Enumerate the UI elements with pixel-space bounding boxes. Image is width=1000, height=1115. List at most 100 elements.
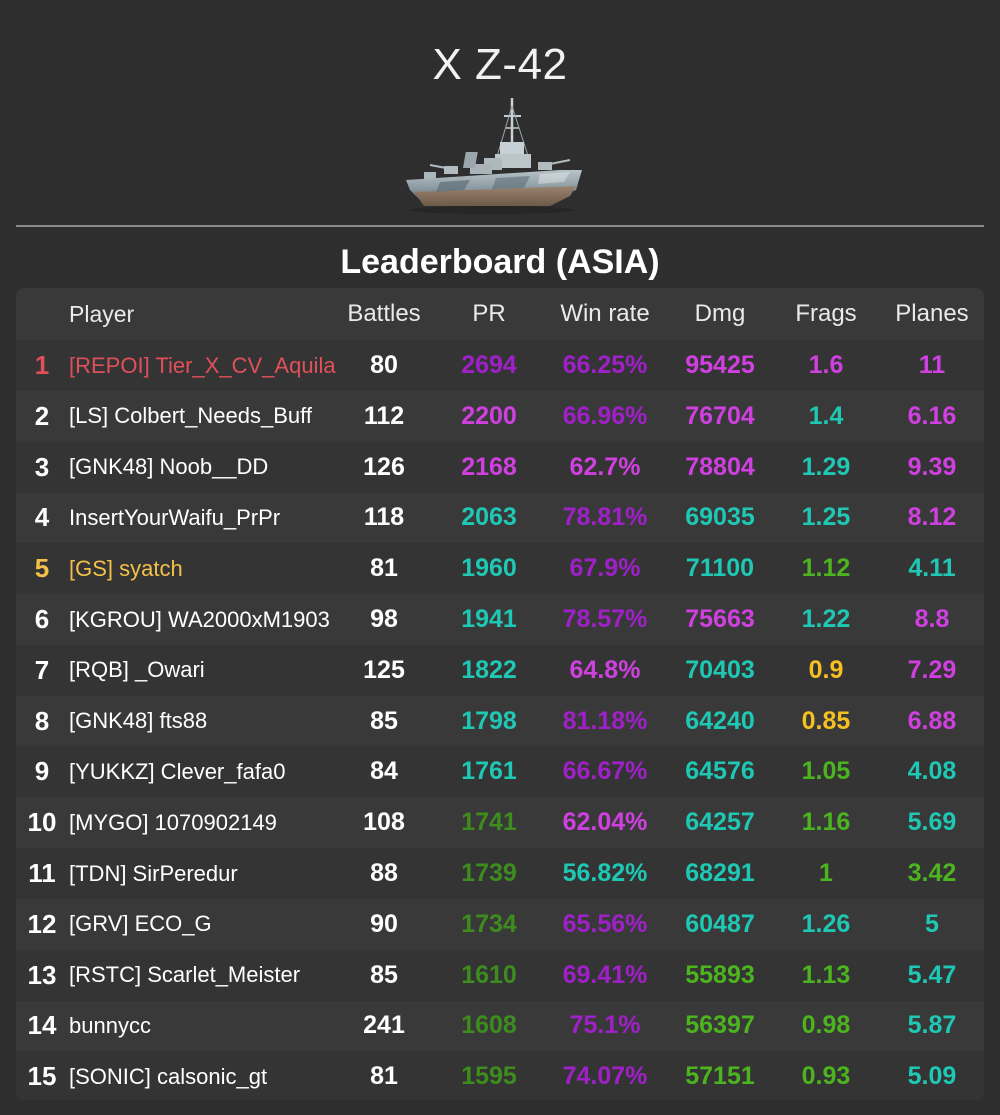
column-header-dmg: Dmg xyxy=(694,300,746,327)
planes-value: 4.08 xyxy=(907,757,957,786)
dmg-value: 64240 xyxy=(685,706,755,735)
winrate-value: 56.82% xyxy=(562,859,648,887)
table-row: 11 [TDN] SirPeredur 88 1739 56.82% 68291 1 3.42 xyxy=(16,848,984,899)
pr-value: 1741 xyxy=(461,808,517,837)
player-name[interactable]: InsertYourWaifu_PrPr xyxy=(69,504,281,530)
pr-value: 1610 xyxy=(461,960,517,989)
frags-value: 1.29 xyxy=(801,452,851,481)
leaderboard-table: Player Battles PR Win rate Dmg Frags Pla… xyxy=(16,288,984,1100)
table-row: 6 [KGROU] WA2000xM1903 98 1941 78.57% 75663 1.… xyxy=(16,594,984,645)
rank-cell: 14 xyxy=(27,1010,57,1041)
table-row: 14 bunnycc 241 1608 75.1% 56397 0.98 5.87 xyxy=(16,1000,984,1051)
dmg-value: 55893 xyxy=(685,960,755,989)
winrate-value: 66.25% xyxy=(562,351,648,379)
table-row: 10 [MYGO] 1070902149 108 1741 62.04% 64257 1.1… xyxy=(16,797,984,848)
dmg-value: 64257 xyxy=(685,808,755,837)
planes-value: 5.09 xyxy=(907,1062,957,1091)
dmg-value: 69035 xyxy=(685,503,755,532)
player-name[interactable]: [RQB] _Owari xyxy=(69,657,205,683)
dmg-value: 57151 xyxy=(685,1062,755,1091)
table-row: 1 [REPOI] Tier_X_CV_Aquila 80 2694 66.25% 954… xyxy=(16,340,984,391)
pr-value: 2694 xyxy=(461,351,517,379)
planes-value: 5.47 xyxy=(907,960,957,989)
frags-value: 0.93 xyxy=(801,1062,851,1091)
rank-cell: 13 xyxy=(27,959,57,990)
winrate-value: 69.41% xyxy=(562,960,648,989)
player-name[interactable]: [REPOI] Tier_X_CV_Aquila xyxy=(69,352,336,378)
pr-value: 1608 xyxy=(461,1011,517,1040)
winrate-value: 81.18% xyxy=(562,706,648,735)
column-header-winrate: Win rate xyxy=(560,300,650,327)
planes-value: 5.69 xyxy=(907,808,957,837)
pr-value: 1822 xyxy=(461,655,517,684)
frags-value: 1.6 xyxy=(808,351,844,379)
pr-value: 1595 xyxy=(461,1062,517,1091)
pr-value: 1960 xyxy=(461,554,517,583)
frags-value: 0.85 xyxy=(801,706,851,735)
player-name[interactable]: [GRV] ECO_G xyxy=(69,911,212,937)
frags-value: 1.25 xyxy=(801,503,851,532)
planes-value: 5 xyxy=(925,909,939,938)
winrate-value: 62.7% xyxy=(569,452,641,481)
table-row: 13 [RSTC] Scarlet_Meister 85 1610 69.41% 5589… xyxy=(16,949,984,1001)
player-name[interactable]: [TDN] SirPeredur xyxy=(69,860,238,886)
battles-value: 112 xyxy=(363,401,405,430)
rank-cell: 9 xyxy=(34,756,50,787)
battles-value: 81 xyxy=(370,1062,398,1091)
table-row: 15 [SONIC] calsonic_gt 81 1595 74.07% 57151 0.… xyxy=(16,1051,984,1100)
column-header-pr: PR xyxy=(472,300,506,327)
pr-value: 2063 xyxy=(461,503,517,532)
table-row: 7 [RQB] _Owari 125 1822 64.8% 70403 0.9 7.29 xyxy=(16,644,984,696)
rank-cell: 1 xyxy=(34,350,50,380)
planes-value: 11 xyxy=(918,351,946,379)
player-name[interactable]: [GNK48] Noob__DD xyxy=(69,454,269,480)
frags-value: 1.4 xyxy=(808,401,844,430)
winrate-value: 66.96% xyxy=(562,401,648,430)
frags-value: 0.9 xyxy=(808,655,844,684)
winrate-value: 78.81% xyxy=(562,503,648,532)
winrate-value: 66.67% xyxy=(562,757,648,786)
planes-value: 5.87 xyxy=(907,1011,957,1040)
dmg-value: 68291 xyxy=(685,859,755,887)
destroyer-ship-icon xyxy=(406,98,582,214)
rank-cell: 11 xyxy=(28,858,56,888)
frags-value: 1.05 xyxy=(801,757,851,786)
dmg-value: 60487 xyxy=(685,909,755,938)
table-row: 5 [GS] syatch 81 1960 67.9% 71100 1.12 4.11 xyxy=(16,543,984,595)
winrate-value: 78.57% xyxy=(562,605,648,633)
player-name[interactable]: [GNK48] fts88 xyxy=(69,708,208,734)
player-name[interactable]: [KGROU] WA2000xM1903 xyxy=(69,606,330,632)
player-name[interactable]: [YUKKZ] Clever_fafa0 xyxy=(69,758,286,784)
winrate-value: 75.1% xyxy=(569,1011,641,1040)
rank-cell: 8 xyxy=(34,705,50,736)
table-row: 12 [GRV] ECO_G 90 1734 65.56% 60487 1.26 5 xyxy=(16,899,984,950)
pr-value: 1941 xyxy=(461,605,517,633)
rank-cell: 5 xyxy=(34,553,50,584)
player-name[interactable]: [LS] Colbert_Needs_Buff xyxy=(69,403,312,429)
player-name[interactable]: [MYGO] 1070902149 xyxy=(69,809,277,835)
pr-value: 1739 xyxy=(461,859,517,887)
table-row: 9 [YUKKZ] Clever_fafa0 84 1761 66.67% 64576 1.… xyxy=(16,746,984,798)
winrate-value: 65.56% xyxy=(562,909,648,938)
rank-cell: 10 xyxy=(27,807,57,838)
player-name[interactable]: bunnycc xyxy=(69,1012,151,1038)
player-name[interactable]: [RSTC] Scarlet_Meister xyxy=(69,962,301,988)
table-row: 4 InsertYourWaifu_PrPr 118 2063 78.81% 69035 1… xyxy=(16,492,984,543)
player-name[interactable]: [GS] syatch xyxy=(69,555,183,581)
rank-cell: 12 xyxy=(27,908,57,939)
column-header-battles: Battles xyxy=(347,300,421,327)
pr-value: 2200 xyxy=(461,401,517,430)
battles-value: 81 xyxy=(370,554,398,583)
dmg-value: 76704 xyxy=(685,401,755,430)
battles-value: 80 xyxy=(370,351,398,379)
player-name[interactable]: [SONIC] calsonic_gt xyxy=(69,1063,268,1089)
column-header-rank xyxy=(16,288,68,340)
frags-value: 1.22 xyxy=(801,605,851,633)
table-row: 3 [GNK48] Noob__DD 126 2168 62.7% 78804 1.29 9.… xyxy=(16,441,984,493)
rank-cell: 15 xyxy=(27,1061,57,1092)
battles-value: 85 xyxy=(370,960,398,989)
header-divider xyxy=(16,225,984,227)
battles-value: 241 xyxy=(363,1011,405,1040)
pr-value: 2168 xyxy=(461,452,517,481)
planes-value: 6.16 xyxy=(907,401,957,430)
